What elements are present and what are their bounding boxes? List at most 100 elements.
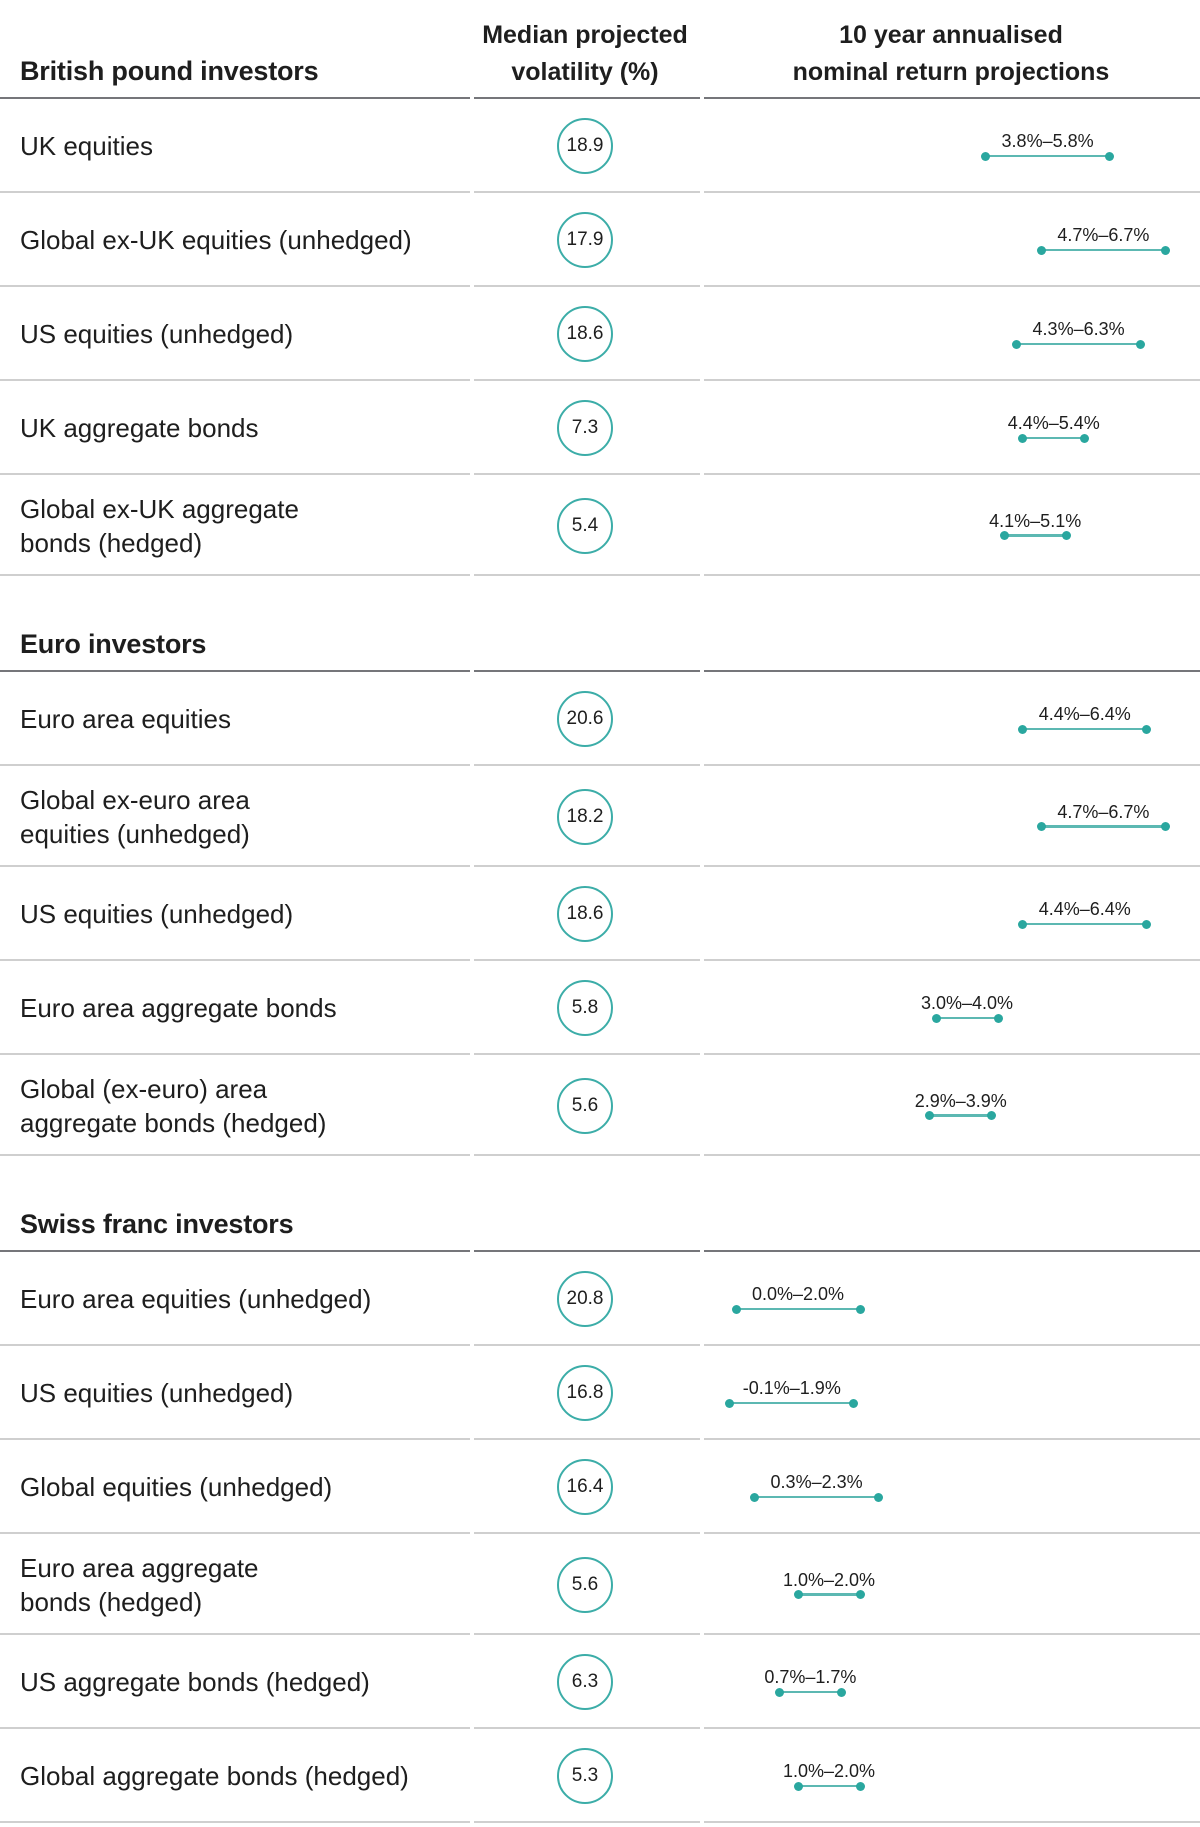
volatility-value: 6.3 bbox=[571, 1671, 599, 1692]
return-range-label: 1.0%–2.0% bbox=[782, 1569, 876, 1590]
return-range-line bbox=[1022, 922, 1147, 926]
return-range-line bbox=[779, 1690, 842, 1694]
asset-label: UK equities bbox=[20, 131, 153, 161]
row-divider bbox=[0, 379, 1200, 381]
return-range-label: 4.4%–5.4% bbox=[1007, 413, 1100, 433]
return-range-low-dot bbox=[931, 1013, 941, 1023]
header-divider bbox=[0, 97, 1200, 99]
asset-label: Euro area equities (unhedged) bbox=[20, 1284, 372, 1314]
row-divider bbox=[0, 1344, 1200, 1346]
row-divider bbox=[0, 574, 1200, 576]
return-range-high-dot bbox=[1160, 822, 1170, 831]
volatility-badge: 6.3 bbox=[557, 1654, 613, 1710]
volatility-badge: 5.8 bbox=[557, 980, 613, 1036]
return-range-label: 0.7%–1.7% bbox=[764, 1667, 857, 1687]
return-range-line bbox=[985, 154, 1110, 158]
return-range-line bbox=[936, 1016, 998, 1020]
return-range-low-dot bbox=[750, 1492, 760, 1502]
return-range-high-dot bbox=[1142, 919, 1152, 929]
section-divider-swiss-franc bbox=[0, 1250, 1200, 1252]
volatility-value: 18.2 bbox=[566, 805, 604, 827]
return-range-high-dot bbox=[855, 1781, 865, 1791]
volatility-badge: 5.3 bbox=[557, 1748, 613, 1804]
volatility-badge: 16.8 bbox=[557, 1365, 613, 1421]
asset-row: Global (ex-euro) area aggregate bonds (h… bbox=[0, 1055, 1200, 1156]
section-title-british-pound: British pound investors bbox=[20, 56, 319, 86]
volatility-value: 5.6 bbox=[571, 1094, 599, 1116]
return-range-line bbox=[798, 1593, 860, 1596]
volatility-value: 18.9 bbox=[566, 135, 604, 156]
asset-label: Euro area equities bbox=[20, 704, 232, 734]
return-range-label: 3.8%–5.8% bbox=[1001, 131, 1094, 151]
volatility-badge: 20.6 bbox=[557, 691, 613, 747]
row-divider bbox=[0, 764, 1200, 766]
col-header-volatility: Median projected volatility (%) bbox=[462, 17, 708, 91]
asset-label: US aggregate bonds (hedged) bbox=[20, 1667, 370, 1697]
return-range-line bbox=[1022, 436, 1085, 440]
row-divider bbox=[0, 1633, 1200, 1635]
return-range-high-dot bbox=[855, 1304, 865, 1314]
table-header: British pound investors Median projected… bbox=[0, 0, 1200, 99]
volatility-badge: 16.4 bbox=[557, 1459, 613, 1515]
section-header-swiss-franc: Swiss franc investors bbox=[0, 1156, 1200, 1252]
asset-row: UK aggregate bonds 7.3 4.4%–5.4% bbox=[0, 381, 1200, 475]
return-range-low-dot bbox=[793, 1590, 803, 1599]
volatility-value: 18.6 bbox=[566, 323, 604, 344]
asset-label: Global equities (unhedged) bbox=[20, 1472, 333, 1502]
return-range-line bbox=[736, 1307, 860, 1311]
volatility-badge: 18.6 bbox=[557, 886, 613, 942]
return-range-label: 1.0%–2.0% bbox=[782, 1761, 876, 1781]
return-range-label: 4.1%–5.1% bbox=[989, 510, 1082, 531]
volatility-badge: 18.6 bbox=[557, 306, 613, 362]
asset-row: US equities (unhedged) 18.6 4.4%–6.4% bbox=[0, 867, 1200, 961]
asset-row: Euro area aggregate bonds 5.8 3.0%–4.0% bbox=[0, 961, 1200, 1055]
return-range-line bbox=[1022, 727, 1147, 731]
volatility-value: 16.8 bbox=[566, 1382, 604, 1403]
row-divider bbox=[0, 959, 1200, 961]
return-range-low-dot bbox=[925, 1111, 935, 1120]
volatility-value: 18.6 bbox=[566, 903, 604, 924]
asset-row: Global ex-euro area equities (unhedged) 1… bbox=[0, 766, 1200, 867]
return-range-line bbox=[929, 1114, 992, 1117]
row-divider bbox=[0, 285, 1200, 287]
return-range-line bbox=[1041, 825, 1166, 828]
asset-row: US equities (unhedged) 18.6 4.3%–6.3% bbox=[0, 287, 1200, 381]
row-divider bbox=[0, 473, 1200, 475]
volatility-value: 5.8 bbox=[571, 997, 599, 1018]
col-header-returns: 10 year annualised nominal return projec… bbox=[756, 17, 1146, 91]
return-range-label: 4.7%–6.7% bbox=[1057, 225, 1150, 245]
return-range-low-dot bbox=[793, 1781, 803, 1791]
volatility-value: 7.3 bbox=[571, 417, 599, 438]
return-range-high-dot bbox=[1142, 724, 1152, 734]
return-range-line bbox=[1041, 248, 1166, 252]
return-range-line bbox=[798, 1784, 860, 1788]
volatility-badge: 20.8 bbox=[557, 1271, 613, 1327]
volatility-badge: 5.6 bbox=[557, 1077, 613, 1134]
return-range-high-dot bbox=[993, 1013, 1003, 1023]
section-divider-euro bbox=[0, 670, 1200, 672]
asset-label: UK aggregate bonds bbox=[20, 413, 259, 443]
return-range-label: 4.7%–6.7% bbox=[1057, 801, 1150, 822]
return-range-label: 4.4%–6.4% bbox=[1038, 899, 1131, 919]
return-range-high-dot bbox=[849, 1398, 859, 1408]
asset-row: US equities (unhedged) 16.8 -0.1%–1.9% bbox=[0, 1346, 1200, 1440]
section-rows-swiss-franc: Euro area equities (unhedged) 20.8 0.0%–2.… bbox=[0, 1252, 1200, 1823]
return-range-high-dot bbox=[1080, 433, 1090, 443]
volatility-value: 20.6 bbox=[566, 708, 604, 729]
asset-row: Global ex-UK aggregate bonds (hedged) 5.4… bbox=[0, 475, 1200, 576]
asset-row: Euro area equities 20.6 4.4%–6.4% bbox=[0, 672, 1200, 766]
return-range-high-dot bbox=[987, 1111, 997, 1120]
asset-row: Global aggregate bonds (hedged) 5.3 1.0%–2… bbox=[0, 1729, 1200, 1823]
section-title-euro: Euro investors bbox=[20, 629, 207, 659]
asset-label: Euro area aggregate bonds (hedged) bbox=[20, 1552, 259, 1617]
asset-row: Global ex-UK equities (unhedged) 17.9 4.7%… bbox=[0, 193, 1200, 287]
volatility-value: 16.4 bbox=[566, 1476, 604, 1497]
section-title-swiss-franc: Swiss franc investors bbox=[20, 1209, 294, 1239]
asset-label: US equities (unhedged) bbox=[20, 1378, 294, 1408]
return-range-line bbox=[1016, 342, 1141, 346]
return-range-line bbox=[1004, 534, 1067, 537]
return-range-low-dot bbox=[1012, 339, 1022, 349]
section-rows-british-pound: UK equities 18.9 3.8%–5.8% Global ex-UK equ… bbox=[0, 99, 1200, 576]
return-range-label: 3.0%–4.0% bbox=[920, 993, 1014, 1013]
